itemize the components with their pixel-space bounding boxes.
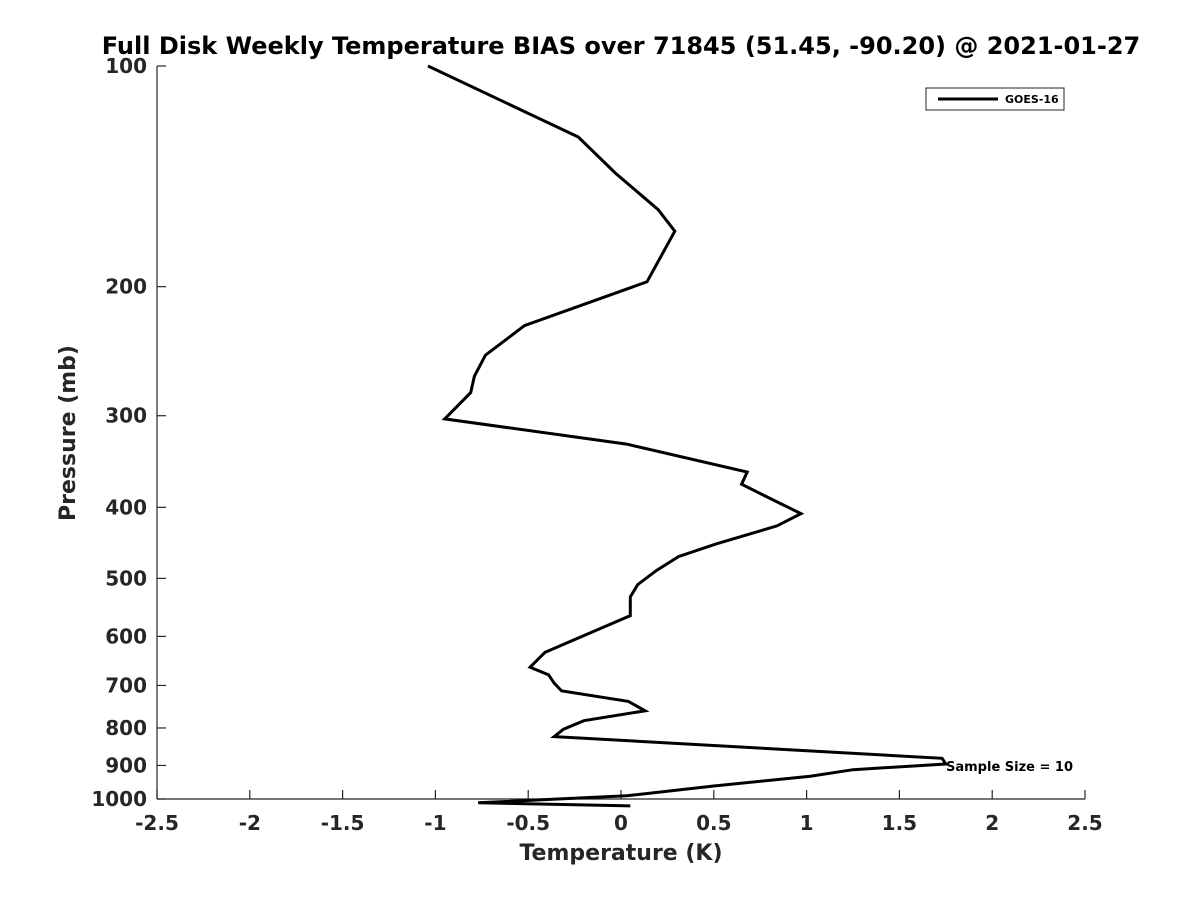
x-tick-label: -2 [239, 811, 261, 835]
y-tick-label: 900 [105, 753, 147, 777]
y-tick-label: 600 [105, 624, 147, 648]
x-tick-label: -1 [424, 811, 446, 835]
y-tick-label: 200 [105, 275, 147, 299]
x-tick-label: -2.5 [135, 811, 179, 835]
x-tick-label: 1.5 [882, 811, 917, 835]
y-axis-ticks: 100 200 300 400 500 600 700 800 900 1000 [91, 54, 166, 811]
y-tick-label: 400 [105, 495, 147, 519]
x-tick-label: 0.5 [696, 811, 731, 835]
legend: GOES-16 [925, 87, 1065, 111]
sample-size-annotation: Sample Size = 10 [946, 760, 1073, 775]
series-line-0 [427, 64, 949, 808]
x-tick-label: 0 [614, 811, 628, 835]
x-tick-label: -1.5 [321, 811, 365, 835]
x-axis-ticks: -2.5 -2 -1.5 -1 -0.5 0 0.5 1 1.5 2 2.5 [135, 790, 1103, 835]
y-tick-label: 500 [105, 566, 147, 590]
legend-label-goes-16: GOES-16 [1005, 93, 1059, 106]
y-tick-label: 1000 [91, 787, 147, 811]
x-tick-label: 2 [985, 811, 999, 835]
y-tick-label: 300 [105, 404, 147, 428]
series-layer [427, 64, 949, 808]
x-tick-label: 1 [800, 811, 814, 835]
y-tick-label: 800 [105, 716, 147, 740]
plot-area: -2.5 -2 -1.5 -1 -0.5 0 0.5 1 1.5 2 2.5 100 200 300 40… [91, 54, 1102, 835]
y-axis-label: Pressure (mb) [56, 345, 81, 521]
x-tick-label: 2.5 [1067, 811, 1102, 835]
chart-title: Full Disk Weekly Temperature BIAS over 7… [102, 32, 1141, 60]
y-tick-label: 100 [105, 54, 147, 78]
x-tick-label: -0.5 [506, 811, 550, 835]
y-tick-label: 700 [105, 673, 147, 697]
x-axis-label: Temperature (K) [519, 841, 722, 866]
